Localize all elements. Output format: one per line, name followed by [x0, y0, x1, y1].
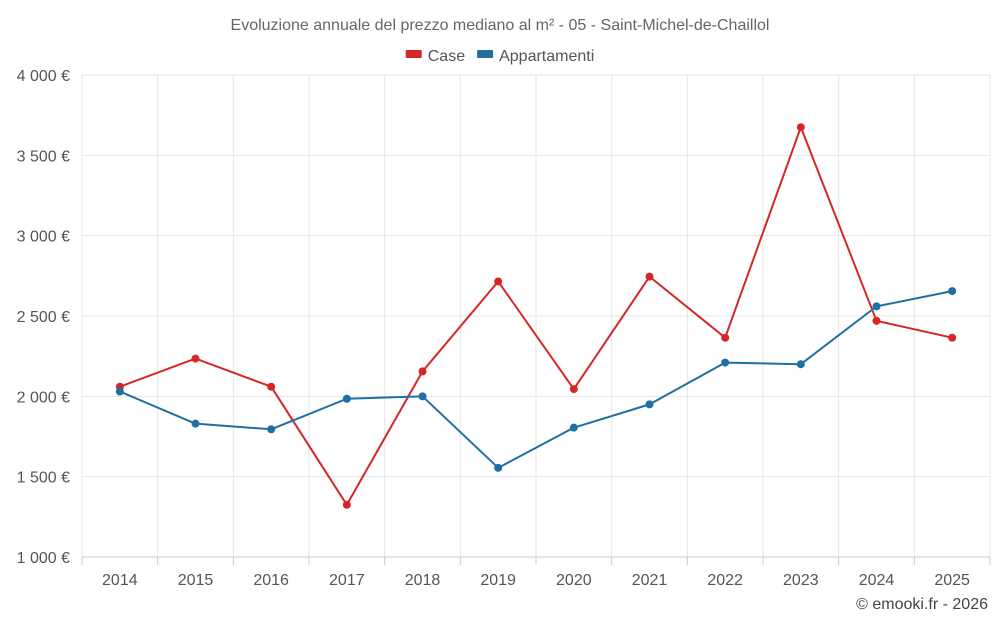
- data-point-case-2020: [569, 385, 578, 394]
- x-tick-label: 2021: [632, 572, 668, 589]
- x-tick-label: 2018: [405, 572, 441, 589]
- x-tick-label: 2014: [102, 572, 138, 589]
- data-point-appartamenti-2017: [342, 394, 351, 403]
- x-tick-label: 2025: [934, 572, 970, 589]
- data-point-case-2018: [418, 367, 427, 376]
- credit-text: © emooki.fr - 2026: [856, 596, 988, 613]
- legend-item-appartamenti: Appartamenti: [477, 48, 594, 65]
- data-point-appartamenti-2018: [418, 392, 427, 401]
- x-tick-label: 2024: [859, 572, 895, 589]
- x-tick-label: 2015: [178, 572, 214, 589]
- legend-item-case: Case: [405, 48, 465, 65]
- chart-legend: Case Appartamenti: [405, 48, 594, 65]
- x-tick-label: 2016: [253, 572, 289, 589]
- series-appartamenti: [115, 287, 957, 472]
- y-tick-label: 1 000 €: [17, 550, 70, 567]
- x-tick-label: 2019: [480, 572, 516, 589]
- data-point-case-2015: [191, 354, 200, 363]
- data-point-appartamenti-2022: [721, 358, 730, 367]
- y-tick-label: 1 500 €: [17, 470, 70, 487]
- data-point-case-2017: [342, 500, 351, 509]
- data-point-appartamenti-2014: [115, 387, 124, 396]
- x-tick-label: 2020: [556, 572, 592, 589]
- y-axis: 1 000 € 1 500 € 2 000 € 2 500 € 3 000 € 3 500…: [17, 68, 70, 567]
- legend-swatch-appartamenti: [477, 50, 494, 58]
- data-point-case-2025: [948, 333, 957, 342]
- y-tick-label: 3 500 €: [17, 148, 70, 165]
- data-point-appartamenti-2020: [569, 423, 578, 432]
- data-point-case-2023: [796, 123, 805, 132]
- y-tick-label: 2 500 €: [17, 309, 70, 326]
- data-point-case-2021: [645, 272, 654, 281]
- y-tick-label: 2 000 €: [17, 389, 70, 406]
- legend-swatch-case: [405, 50, 422, 58]
- data-point-case-2019: [494, 277, 503, 286]
- series-line-appartamenti: [119, 290, 953, 469]
- series-case: [115, 123, 957, 509]
- data-point-appartamenti-2015: [191, 419, 200, 428]
- legend-label-case: Case: [428, 48, 465, 65]
- data-point-appartamenti-2023: [796, 360, 805, 369]
- legend-label-appartamenti: Appartamenti: [499, 48, 594, 65]
- series-line-case: [119, 126, 953, 506]
- data-point-case-2024: [872, 316, 881, 325]
- y-tick-label: 3 000 €: [17, 229, 70, 246]
- data-point-appartamenti-2019: [494, 463, 503, 472]
- chart-title: Evoluzione annuale del prezzo mediano al…: [231, 17, 770, 34]
- chart-grid: [81, 74, 991, 557]
- x-tick-label: 2017: [329, 572, 365, 589]
- data-point-appartamenti-2024: [872, 302, 881, 311]
- y-tick-label: 4 000 €: [17, 68, 70, 85]
- x-axis: 2014 2015 2016 2017 2018 2019 2020 2021 2022 2023…: [81, 556, 991, 589]
- data-point-appartamenti-2025: [948, 287, 957, 296]
- data-point-appartamenti-2016: [267, 425, 276, 434]
- chart-series: [115, 123, 957, 509]
- x-tick-label: 2023: [783, 572, 819, 589]
- x-tick-label: 2022: [707, 572, 743, 589]
- data-point-case-2016: [267, 382, 276, 391]
- data-point-case-2022: [721, 333, 730, 342]
- data-point-appartamenti-2021: [645, 400, 654, 409]
